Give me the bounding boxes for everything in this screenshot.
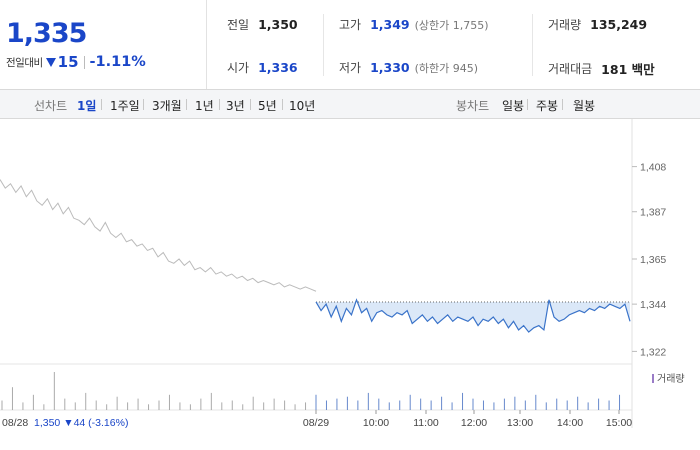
- stats-grid: 전일 1,350 고가 1,349 (상한가 1,755) 거래량 135,24…: [207, 0, 700, 89]
- candle-weekly[interactable]: 주봉: [536, 99, 559, 113]
- price-box: 1,335 전일대비 15 -1.11%: [0, 0, 207, 89]
- divider: [250, 99, 251, 110]
- stat-key: 거래대금: [548, 62, 593, 76]
- stat-low: 저가 1,330 (하한가 945): [339, 59, 478, 76]
- stat-key: 시가: [227, 61, 250, 75]
- period-5y[interactable]: 5년: [258, 99, 277, 113]
- x-tick-label: 11:00: [413, 417, 439, 429]
- volume-legend-swatch: [652, 374, 654, 383]
- change-row: 전일대비 15 -1.11%: [6, 53, 146, 71]
- change-value: 15: [57, 53, 79, 71]
- below-prev-close-area: [316, 299, 630, 333]
- quote-header: 1,335 전일대비 15 -1.11% 전일 1,350 고가 1,349 (…: [0, 0, 700, 90]
- stat-value: 135,249: [590, 17, 648, 32]
- divider: [282, 99, 283, 110]
- y-tick-label: 1,322: [640, 346, 666, 358]
- stat-sub: (상한가 1,755): [414, 18, 489, 32]
- x-tick-label: 13:00: [507, 417, 533, 429]
- candle-daily[interactable]: 일봉: [502, 99, 525, 113]
- stat-high: 고가 1,349 (상한가 1,755): [339, 16, 489, 33]
- y-tick-label: 1,365: [640, 254, 666, 266]
- period-3m[interactable]: 3개월: [152, 99, 182, 113]
- candle-monthly[interactable]: 월봉: [573, 99, 596, 113]
- x-tick-label: 14:00: [557, 417, 583, 429]
- prev-day-label: 08/28: [2, 417, 28, 429]
- stat-value: 1,336: [258, 60, 298, 75]
- volume-legend-label: 거래량: [657, 373, 685, 385]
- stat-value: 1,330: [370, 60, 410, 75]
- prev-day-series-line: [0, 179, 317, 292]
- down-arrow-icon: [45, 57, 56, 67]
- period-3y[interactable]: 3년: [226, 99, 245, 113]
- divider: [83, 55, 85, 69]
- current-price: 1,335: [6, 18, 87, 49]
- divider: [143, 99, 144, 110]
- candle-chart-label: 봉차트: [456, 99, 490, 113]
- stat-open: 시가 1,336: [227, 59, 298, 76]
- stat-value: 1,350: [258, 17, 298, 32]
- y-tick-label: 1,387: [640, 207, 666, 219]
- change-percent: -1.11%: [89, 54, 146, 70]
- period-1d[interactable]: 1일: [77, 99, 97, 113]
- period-1y[interactable]: 1년: [195, 99, 214, 113]
- x-tick-label: 10:00: [363, 417, 389, 429]
- stat-value: 181 백만: [601, 62, 655, 77]
- x-tick-label: 12:00: [461, 417, 487, 429]
- chart-toolbar: 선차트 1일 1주일 3개월 1년 3년 5년 10년 봉차트 일봉 주봉 월봉: [0, 90, 700, 119]
- prev-day-info: 1,350 ▼44 (-3.16%): [34, 417, 128, 429]
- change-label: 전일대비: [6, 56, 43, 69]
- stat-key: 고가: [339, 18, 362, 32]
- period-1w[interactable]: 1주일: [110, 99, 140, 113]
- stat-volume: 거래량 135,249: [548, 16, 647, 33]
- stat-sub: (하한가 945): [414, 61, 479, 75]
- stat-key: 거래량: [548, 18, 582, 32]
- y-tick-label: 1,344: [640, 299, 666, 311]
- line-chart-label: 선차트: [34, 99, 68, 113]
- y-tick-label: 1,408: [640, 162, 666, 174]
- stat-trade-value: 거래대금 181 백만: [548, 59, 655, 78]
- divider: [527, 99, 528, 110]
- x-tick-label: 08/29: [303, 417, 329, 429]
- divider: [219, 99, 220, 110]
- x-tick-label: 15:00: [606, 417, 632, 429]
- stat-key: 저가: [339, 61, 362, 75]
- today-series-line: [315, 298, 631, 333]
- divider: [532, 14, 533, 76]
- stat-value: 1,349: [370, 17, 410, 32]
- stat-key: 전일: [227, 18, 250, 32]
- divider: [186, 99, 187, 110]
- divider: [101, 99, 102, 110]
- divider: [562, 99, 563, 110]
- stat-prev-close: 전일 1,350: [227, 16, 298, 33]
- divider: [323, 14, 324, 76]
- period-10y[interactable]: 10년: [289, 99, 316, 113]
